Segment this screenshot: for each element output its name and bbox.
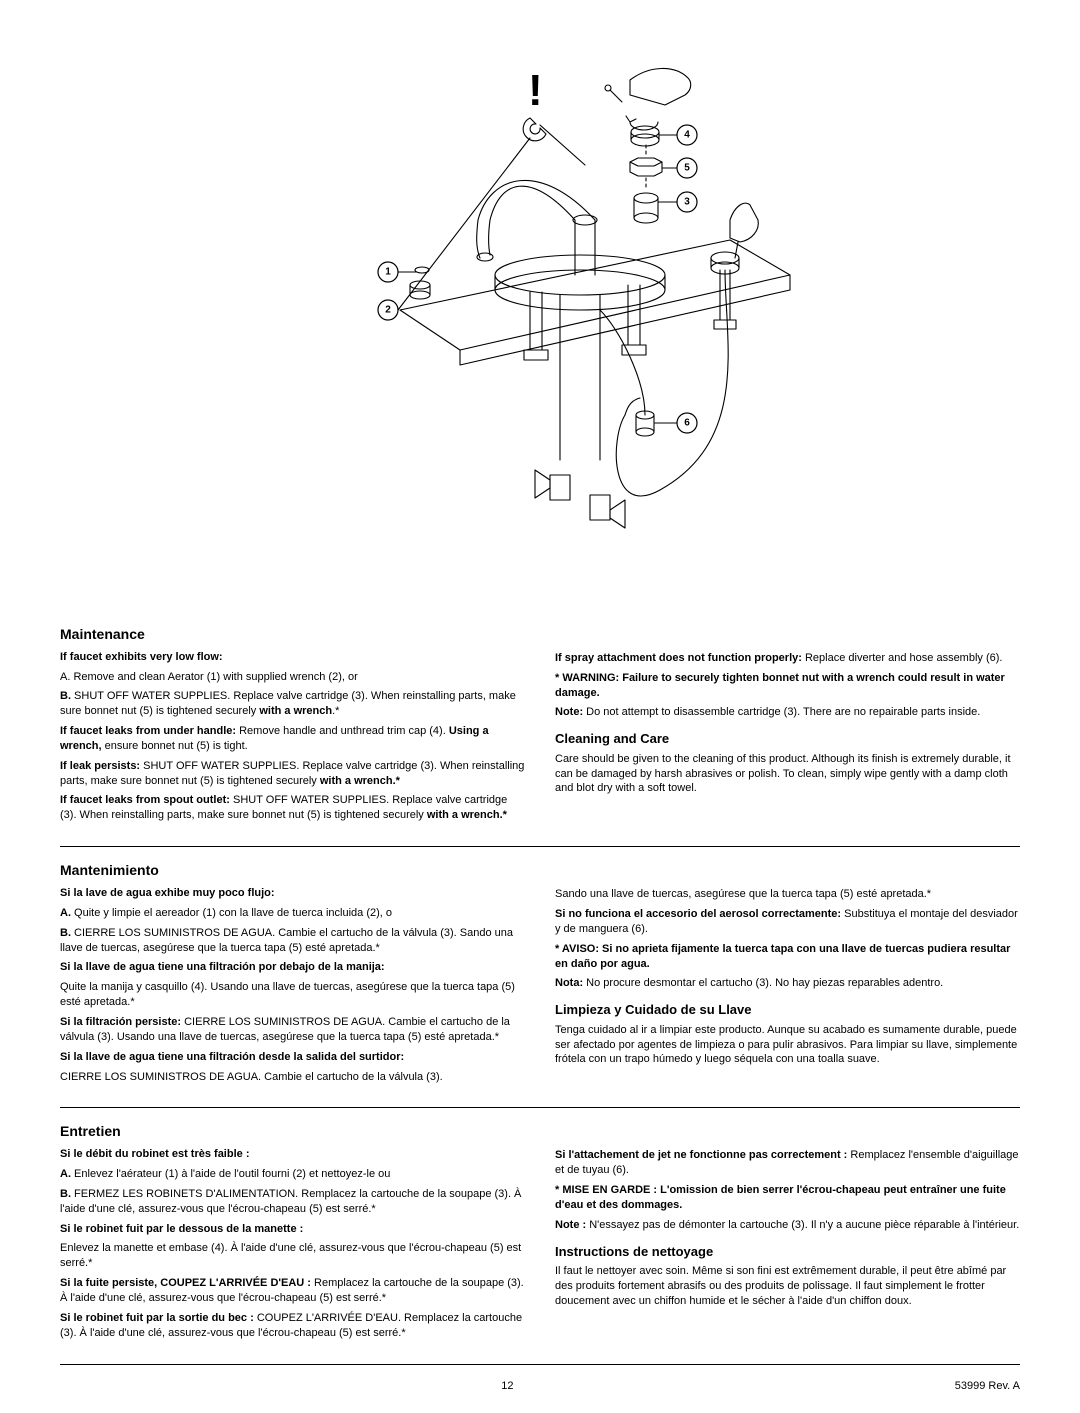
spout-fr: Si le robinet fuit par la sortie du bec … xyxy=(60,1311,525,1341)
warning-fr: * MISE EN GARDE : L'omission de bien ser… xyxy=(555,1183,1020,1213)
persist-fr: Si la fuite persiste, COUPEZ L'ARRIVÉE D… xyxy=(60,1276,525,1306)
underhandle-h-fr: Si le robinet fuit par le dessous de la … xyxy=(60,1222,525,1237)
underhandle-h-es: Si la llave de agua tiene una filtración… xyxy=(60,960,525,975)
lowflow-heading-fr: Si le débit du robinet est très faible : xyxy=(60,1147,525,1162)
cleaning-p-en: Care should be given to the cleaning of … xyxy=(555,752,1020,797)
note-es: Nota: No procure desmontar el cartucho (… xyxy=(555,976,1020,991)
faucet-diagram: ! xyxy=(60,20,1020,595)
spray-fr: Si l'attachement de jet ne fonctionne pa… xyxy=(555,1148,1020,1178)
heading-maintenance-es: Mantenimiento xyxy=(60,861,525,880)
divider xyxy=(60,1364,1020,1365)
spray-es: Si no funciona el accesorio del aerosol … xyxy=(555,907,1020,937)
note-en: Note: Do not attempt to disassemble cart… xyxy=(555,705,1020,720)
spout-en: If faucet leaks from spout outlet: SHUT … xyxy=(60,793,525,823)
section-french: Entretien Si le débit du robinet est trè… xyxy=(60,1122,1020,1345)
persist-es: Si la filtración persiste: CIERRE LOS SU… xyxy=(60,1015,525,1045)
heading-cleaning-en: Cleaning and Care xyxy=(555,730,1020,748)
section-spanish: Mantenimiento Si la lave de agua exhibe … xyxy=(60,861,1020,1089)
page-footer: 12 53999 Rev. A xyxy=(60,1379,1020,1394)
spray-en: If spray attachment does not function pr… xyxy=(555,651,1020,666)
heading-maintenance-en: Maintenance xyxy=(60,625,525,644)
lowflow-heading-en: If faucet exhibits very low flow: xyxy=(60,650,525,665)
carry-es: Sando una llave de tuercas, asegúrese qu… xyxy=(555,887,1020,902)
heading-cleaning-es: Limpieza y Cuidado de su Llave xyxy=(555,1001,1020,1019)
cleaning-p-fr: Il faut le nettoyer avec soin. Même si s… xyxy=(555,1264,1020,1309)
lowflow-heading-es: Si la lave de agua exhibe muy poco flujo… xyxy=(60,886,525,901)
section-english: Maintenance If faucet exhibits very low … xyxy=(60,625,1020,828)
warning-es: * AVISO: Si no aprieta fijamente la tuer… xyxy=(555,942,1020,972)
underhandle-p-fr: Enlevez la manette et embase (4). À l'ai… xyxy=(60,1241,525,1271)
callout-5: 5 xyxy=(684,163,690,174)
callout-3: 3 xyxy=(684,197,690,208)
revision: 53999 Rev. A xyxy=(955,1379,1020,1394)
svg-text:!: ! xyxy=(528,66,543,115)
lowflow-a-fr: A. Enlevez l'aérateur (1) à l'aide de l'… xyxy=(60,1167,525,1182)
callout-2: 2 xyxy=(385,305,391,316)
lowflow-b-es: B. CIERRE LOS SUMINISTROS DE AGUA. Cambi… xyxy=(60,926,525,956)
underhandle-p-es: Quite la manija y casquillo (4). Usando … xyxy=(60,980,525,1010)
persist-en: If leak persists: SHUT OFF WATER SUPPLIE… xyxy=(60,759,525,789)
divider xyxy=(60,846,1020,847)
spout-p-es: CIERRE LOS SUMINISTROS DE AGUA. Cambie e… xyxy=(60,1070,525,1085)
callout-1: 1 xyxy=(385,267,391,278)
cleaning-p-es: Tenga cuidado al ir a limpiar este produ… xyxy=(555,1023,1020,1068)
lowflow-a-en: A. Remove and clean Aerator (1) with sup… xyxy=(60,670,525,685)
page-number: 12 xyxy=(60,1379,955,1394)
lowflow-b-fr: B. FERMEZ LES ROBINETS D'ALIMENTATION. R… xyxy=(60,1187,525,1217)
underhandle-en: If faucet leaks from under handle: Remov… xyxy=(60,724,525,754)
spout-h-es: Si la llave de agua tiene una filtración… xyxy=(60,1050,525,1065)
heading-cleaning-fr: Instructions de nettoyage xyxy=(555,1243,1020,1261)
lowflow-a-es: A. Quite y limpie el aereador (1) con la… xyxy=(60,906,525,921)
callout-6: 6 xyxy=(684,418,690,429)
lowflow-b-en: B. SHUT OFF WATER SUPPLIES. Replace valv… xyxy=(60,689,525,719)
heading-maintenance-fr: Entretien xyxy=(60,1122,525,1141)
warning-en: * WARNING: Failure to securely tighten b… xyxy=(555,671,1020,701)
note-fr: Note : N'essayez pas de démonter la cart… xyxy=(555,1218,1020,1233)
divider xyxy=(60,1107,1020,1108)
callout-4: 4 xyxy=(684,130,690,141)
